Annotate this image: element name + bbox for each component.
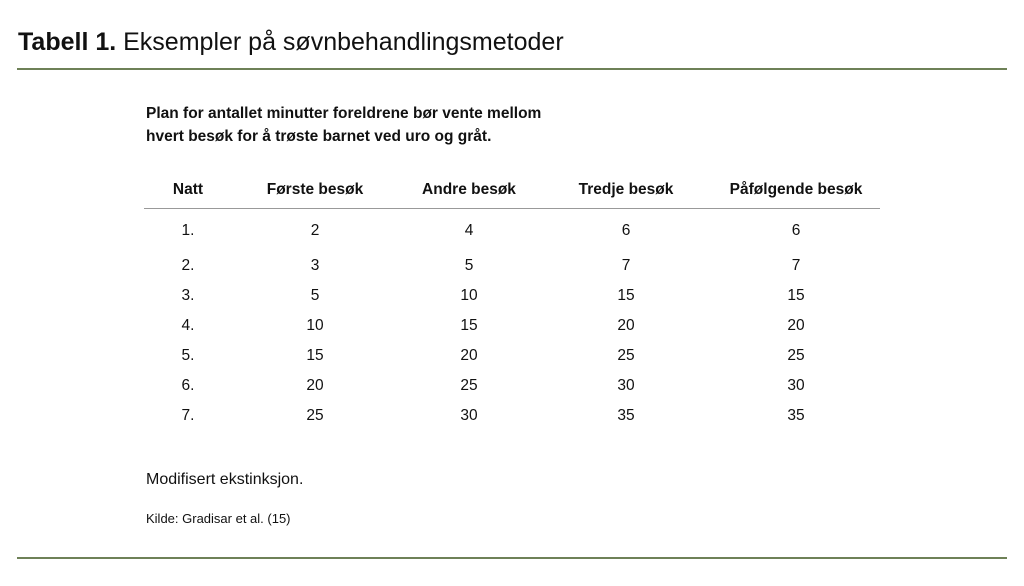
table-cell: 30 [460, 407, 478, 424]
table-cell: 3. [181, 287, 195, 304]
table-cell: 30 [617, 377, 635, 394]
column-header: Andre besøk [398, 181, 540, 209]
table-cell: 10 [306, 317, 324, 334]
table-cell: 7. [181, 407, 195, 424]
column-header: Tredje besøk [540, 181, 712, 209]
bottom-divider [17, 557, 1007, 559]
header-row: Natt Første besøk Andre besøk Tredje besøk P… [144, 181, 880, 209]
table-cell: 25 [460, 377, 478, 394]
table-row: 3. 5 10 15 15 [144, 281, 880, 311]
title-text: Eksempler på søvnbehandlingsmetoder [116, 28, 564, 56]
table-cell: 7 [791, 257, 801, 274]
table-cell: 10 [460, 287, 478, 304]
table-cell: 15 [617, 287, 635, 304]
data-table: Natt Første besøk Andre besøk Tredje besøk P… [144, 181, 880, 431]
table-cell: 3 [310, 257, 320, 274]
table-row: 5. 15 20 25 25 [144, 341, 880, 371]
table-note: Modifisert ekstinksjon. [146, 471, 304, 488]
table-row: 6. 20 25 30 30 [144, 371, 880, 401]
table-row: 2. 3 5 7 7 [144, 251, 880, 281]
table-cell: 5. [181, 347, 195, 364]
table-cell: 20 [460, 347, 478, 364]
table-cell: 25 [787, 347, 805, 364]
page-title: Tabell 1. Eksempler på søvnbehandlingsme… [18, 28, 564, 57]
table-cell: 25 [306, 407, 324, 424]
table-cell: 7 [621, 257, 631, 274]
table-cell: 4 [464, 222, 474, 239]
table-cell: 20 [617, 317, 635, 334]
table-cell: 35 [617, 407, 635, 424]
table-cell: 6 [791, 222, 801, 239]
column-header: Natt [144, 181, 232, 209]
table-cell: 15 [306, 347, 324, 364]
table-cell: 2. [181, 257, 195, 274]
column-header: Første besøk [232, 181, 398, 209]
table-cell: 30 [787, 377, 805, 394]
caption-line: hvert besøk for å trøste barnet ved uro … [146, 128, 492, 145]
table-cell: 15 [460, 317, 478, 334]
top-divider [17, 68, 1007, 70]
caption-line: Plan for antallet minutter foreldrene bø… [146, 105, 542, 122]
table-row: 1. 2 4 6 6 [144, 209, 880, 252]
table-row: 4. 10 15 20 20 [144, 311, 880, 341]
table-cell: 5 [464, 257, 474, 274]
table-cell: 15 [787, 287, 805, 304]
table-cell: 6. [181, 377, 195, 394]
table-row: 7. 25 30 35 35 [144, 401, 880, 431]
table-caption: Plan for antallet minutter foreldrene bø… [146, 102, 541, 148]
table-cell: 1. [181, 222, 195, 239]
source-citation: Kilde: Gradisar et al. (15) [146, 511, 291, 526]
table-cell: 25 [617, 347, 635, 364]
title-label: Tabell 1. [18, 28, 117, 56]
table-cell: 6 [621, 222, 631, 239]
table-cell: 2 [310, 222, 320, 239]
table-cell: 35 [787, 407, 805, 424]
column-header: Påfølgende besøk [712, 181, 880, 209]
table-cell: 20 [306, 377, 324, 394]
table-cell: 4. [181, 317, 195, 334]
table-cell: 5 [310, 287, 320, 304]
table-cell: 20 [787, 317, 805, 334]
